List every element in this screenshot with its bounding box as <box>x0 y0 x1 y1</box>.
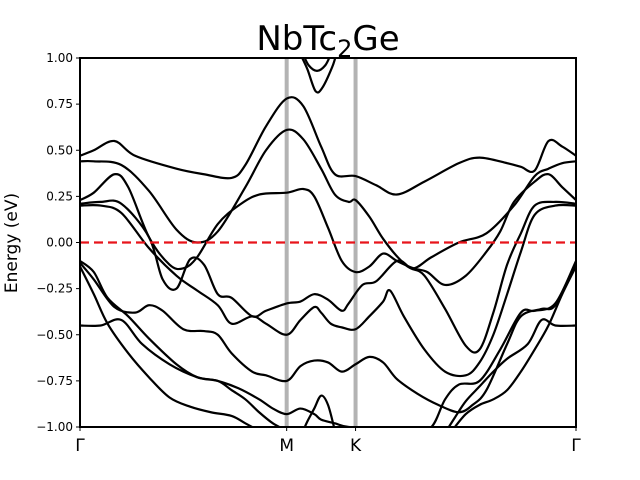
y-tick-label: −0.75 <box>36 374 73 388</box>
band-line-1 <box>80 96 576 196</box>
band-line-10 <box>447 318 576 427</box>
bands-group <box>80 58 576 427</box>
y-tick-label: −0.25 <box>36 282 73 296</box>
y-tick-label: −0.50 <box>36 328 73 342</box>
y-tick-label: 0.75 <box>46 97 73 111</box>
band-line-7 <box>80 259 576 427</box>
y-tick-label: 0.25 <box>46 189 73 203</box>
band-line-11 <box>453 265 576 427</box>
band-line-5 <box>80 203 576 378</box>
y-tick-label: 0.50 <box>46 143 73 157</box>
band-line-3 <box>80 172 576 287</box>
chart-title: NbTc2Ge <box>256 19 399 63</box>
band-line-12 <box>303 394 336 427</box>
band-line-2 <box>80 128 576 270</box>
plot-area: 1.00 0.75 0.50 0.25 0.00 −0.25 −0.50 −0.75 −1.00… <box>36 51 581 456</box>
x-tick-label: Γ <box>571 436 581 456</box>
y-axis-label: Energy (eV) <box>2 193 22 293</box>
chart-title-main: NbTc <box>256 19 337 59</box>
x-tick-label: K <box>350 436 362 456</box>
x-tick-label: Γ <box>75 436 85 456</box>
band-line-13 <box>303 58 331 73</box>
chart-title-subscript: 2 <box>337 35 352 63</box>
band-line-4 <box>80 199 576 354</box>
band-line-8 <box>80 318 282 427</box>
band-line-9 <box>80 265 255 427</box>
x-tick-label: M <box>279 436 294 456</box>
y-tick-label: 0.00 <box>46 236 73 250</box>
chart-title-tail: Ge <box>352 19 399 59</box>
band-line-14 <box>301 58 337 94</box>
y-tick-label: −1.00 <box>36 420 73 434</box>
band-line-6 <box>80 261 576 414</box>
y-tick-label: 1.00 <box>46 51 73 65</box>
